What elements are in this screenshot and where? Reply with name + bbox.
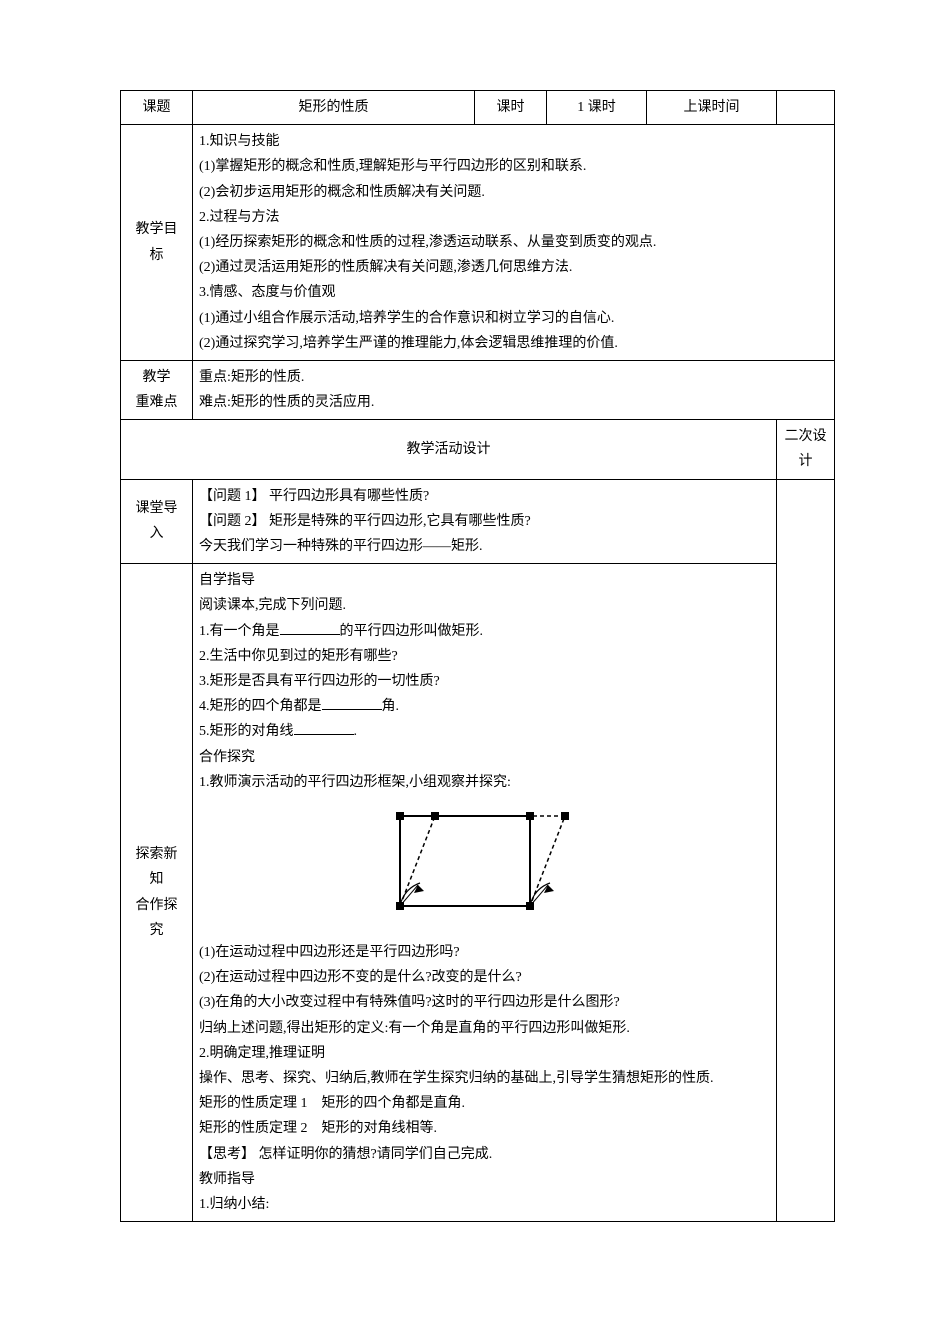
parallelogram-icon [380, 801, 590, 921]
fill5-before: 5.矩形的对角线 [199, 724, 294, 739]
explore-row: 探索新 知 合作探 究 自学指导 阅读课本,完成下列问题. 1.有一个角是 的平行… [121, 564, 835, 1222]
goals-row: 教学目 标 1.知识与技能 (1)掌握矩形的概念和性质,理解矩形与平行四边形的区… [121, 125, 835, 361]
explore-label: 探索新 知 合作探 究 [121, 564, 193, 1222]
keypoints-line: 重点:矩形的性质. [199, 365, 828, 390]
explore-line: 自学指导 [199, 568, 770, 593]
explore-line: 1.教师演示活动的平行四边形框架,小组观察并探究: [199, 770, 770, 795]
header-col4-value: 1 课时 [547, 91, 647, 125]
explore-line: 合作探究 [199, 745, 770, 770]
keypoints-content: 重点:矩形的性质. 难点:矩形的性质的灵活应用. [193, 360, 835, 419]
explore-line: 归纳上述问题,得出矩形的定义:有一个角是直角的平行四边形叫做矩形. [199, 1016, 770, 1041]
explore-line: 教师指导 [199, 1167, 770, 1192]
explore-fill-line: 4.矩形的四个角都是 角. [199, 694, 770, 719]
goals-label: 教学目 标 [121, 125, 193, 361]
explore-line: 矩形的性质定理 2 矩形的对角线相等. [199, 1116, 770, 1141]
explore-fill-line: 1.有一个角是 的平行四边形叫做矩形. [199, 619, 770, 644]
goals-line: (1)经历探索矩形的概念和性质的过程,渗透运动联系、从量变到质变的观点. [199, 230, 828, 255]
explore-line: 1.归纳小结: [199, 1192, 770, 1217]
design-header-side: 二次设 计 [777, 420, 835, 479]
explore-line: (2)在运动过程中四边形不变的是什么?改变的是什么? [199, 965, 770, 990]
explore-line: (1)在运动过程中四边形还是平行四边形吗? [199, 940, 770, 965]
goals-line: 3.情感、态度与价值观 [199, 280, 828, 305]
fill1-before: 1.有一个角是 [199, 624, 280, 639]
intro-row: 课堂导 入 【问题 1】 平行四边形具有哪些性质? 【问题 2】 矩形是特殊的平… [121, 479, 835, 564]
goals-line: (1)通过小组合作展示活动,培养学生的合作意识和树立学习的自信心. [199, 306, 828, 331]
header-col3-label: 课时 [475, 91, 547, 125]
intro-label: 课堂导 入 [121, 479, 193, 564]
fill4-after: 角. [382, 699, 400, 714]
header-col5-label: 上课时间 [647, 91, 777, 125]
blank-field [322, 695, 382, 710]
intro-line: 【问题 2】 矩形是特殊的平行四边形,它具有哪些性质? [199, 509, 770, 534]
header-col1-label: 课题 [121, 91, 193, 125]
blank-field [280, 620, 340, 635]
keypoints-line: 难点:矩形的性质的灵活应用. [199, 390, 828, 415]
explore-line: 3.矩形是否具有平行四边形的一切性质? [199, 669, 770, 694]
goals-line: (2)会初步运用矩形的概念和性质解决有关问题. [199, 180, 828, 205]
lesson-plan-table: 课题 矩形的性质 课时 1 课时 上课时间 教学目 标 1.知识与技能 (1)掌… [120, 90, 835, 1222]
page: 课题 矩形的性质 课时 1 课时 上课时间 教学目 标 1.知识与技能 (1)掌… [0, 0, 945, 1337]
explore-line: 2.明确定理,推理证明 [199, 1041, 770, 1066]
parallelogram-figure [199, 795, 770, 940]
header-col6-empty [777, 91, 835, 125]
header-col2-value: 矩形的性质 [193, 91, 475, 125]
explore-fill-line: 5.矩形的对角线. [199, 719, 770, 744]
goals-line: 1.知识与技能 [199, 129, 828, 154]
explore-line: (3)在角的大小改变过程中有特殊值吗?这时的平行四边形是什么图形? [199, 990, 770, 1015]
goals-content: 1.知识与技能 (1)掌握矩形的概念和性质,理解矩形与平行四边形的区别和联系. … [193, 125, 835, 361]
explore-content: 自学指导 阅读课本,完成下列问题. 1.有一个角是 的平行四边形叫做矩形. 2.生… [193, 564, 777, 1222]
intro-line: 今天我们学习一种特殊的平行四边形——矩形. [199, 534, 770, 559]
intro-content: 【问题 1】 平行四边形具有哪些性质? 【问题 2】 矩形是特殊的平行四边形,它… [193, 479, 777, 564]
fill1-after: 的平行四边形叫做矩形. [340, 624, 484, 639]
design-header-main: 教学活动设计 [121, 420, 777, 479]
header-row: 课题 矩形的性质 课时 1 课时 上课时间 [121, 91, 835, 125]
explore-line: 操作、思考、探究、归纳后,教师在学生探究归纳的基础上,引导学生猜想矩形的性质. [199, 1066, 770, 1091]
explore-line: 【思考】 怎样证明你的猜想?请同学们自己完成. [199, 1142, 770, 1167]
explore-line: 阅读课本,完成下列问题. [199, 593, 770, 618]
fill4-before: 4.矩形的四个角都是 [199, 699, 322, 714]
goals-line: 2.过程与方法 [199, 205, 828, 230]
intro-line: 【问题 1】 平行四边形具有哪些性质? [199, 484, 770, 509]
goals-line: (2)通过灵活运用矩形的性质解决有关问题,渗透几何思维方法. [199, 255, 828, 280]
blank-field [294, 720, 354, 735]
explore-line: 2.生活中你见到过的矩形有哪些? [199, 644, 770, 669]
design-header-row: 教学活动设计 二次设 计 [121, 420, 835, 479]
side-notes-cell [777, 479, 835, 1222]
fill5-after: . [354, 724, 358, 739]
goals-line: (1)掌握矩形的概念和性质,理解矩形与平行四边形的区别和联系. [199, 154, 828, 179]
explore-line: 矩形的性质定理 1 矩形的四个角都是直角. [199, 1091, 770, 1116]
goals-line: (2)通过探究学习,培养学生严谨的推理能力,体会逻辑思维推理的价值. [199, 331, 828, 356]
keypoints-row: 教学 重难点 重点:矩形的性质. 难点:矩形的性质的灵活应用. [121, 360, 835, 419]
keypoints-label: 教学 重难点 [121, 360, 193, 419]
